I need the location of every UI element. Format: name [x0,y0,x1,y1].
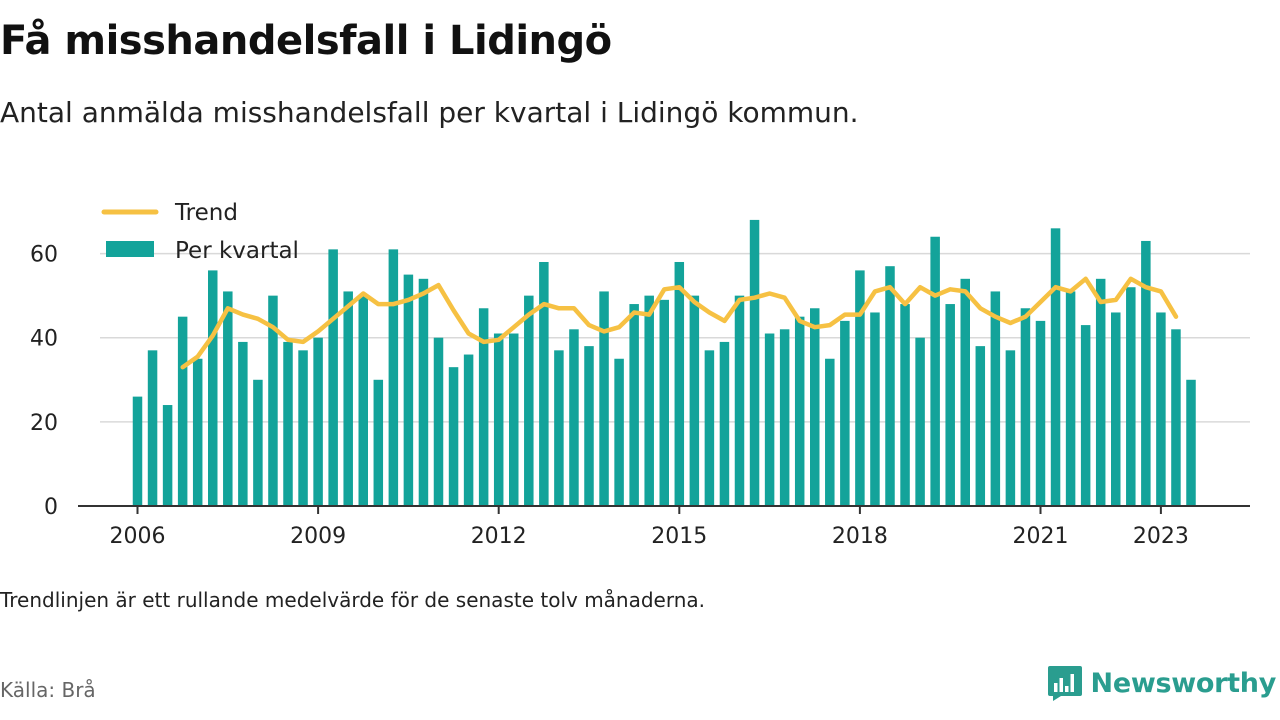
bar-series [132,219,1196,507]
bar [463,354,474,506]
bar [1126,287,1136,506]
bar [208,270,218,506]
bar [569,329,579,506]
source-label: Källa: Brå [0,678,96,702]
bar [539,261,549,506]
bar [719,341,730,506]
bar [674,261,685,506]
legend: Trend Per kvartal [101,200,299,264]
bar [855,270,865,506]
bar [644,295,654,506]
bar [1005,350,1016,506]
bar [599,291,609,506]
x-tick-label: 2023 [1133,524,1189,549]
bar [885,266,895,506]
bar [493,333,504,506]
bar [238,341,248,506]
bar [433,337,444,506]
bar [810,308,820,506]
bar [1080,325,1091,506]
bar [1095,278,1106,506]
x-tick-label: 2015 [651,524,707,549]
bar [915,337,925,506]
bar [298,350,308,506]
bar [930,236,940,506]
trend-series [180,276,1179,370]
bar [584,346,594,506]
bar [990,291,1001,506]
bar [659,299,669,506]
bar [900,304,910,506]
bar [524,295,534,506]
bar [945,304,955,506]
legend-trend-label: Trend [174,200,238,226]
brand-name: Newsworthy [1090,667,1277,699]
bar [1141,240,1151,506]
bar [764,333,775,506]
bar [1065,291,1076,506]
bar [749,219,760,506]
x-tick-label: 2021 [1013,524,1069,549]
y-tick-label: 40 [30,327,58,352]
bar [689,295,700,506]
legend-bar-swatch [106,241,154,257]
bar [177,316,188,506]
axes: 0 20 40 60 2006 2009 2012 2015 2018 2021 2023 [30,243,1250,549]
bar [1186,379,1196,506]
bar [554,350,564,506]
x-tick-label: 2009 [290,524,346,549]
bar [509,333,519,506]
bar [825,358,835,506]
bar [870,312,880,506]
bar [779,329,790,506]
bar [223,291,233,506]
bar [1111,312,1121,506]
chart-subtitle: Antal anmälda misshandelsfall per kvarta… [0,96,859,129]
y-tick-label: 0 [44,495,58,520]
bar [478,308,489,506]
footnote: Trendlinjen är ett rullande medelvärde f… [0,588,706,612]
bar [1020,308,1031,506]
bar [1171,329,1181,506]
x-tick-label: 2018 [832,524,888,549]
bar [268,295,278,506]
x-tick-label: 2006 [110,524,166,549]
bar [147,350,158,506]
bar [162,405,173,506]
bar [840,320,850,506]
bar [704,350,715,506]
bar [313,337,323,506]
bar [343,291,353,506]
bar [734,295,745,506]
bar [629,304,639,506]
bar [253,379,263,506]
bar [358,295,368,506]
bar [192,358,203,506]
newsworthy-logo-icon [1047,666,1082,701]
bar [403,274,414,506]
bar [614,358,624,506]
bar [1050,228,1061,507]
bar [960,278,970,506]
y-tick-label: 20 [30,411,58,436]
x-tick-label: 2012 [471,524,527,549]
legend-bar-label: Per kvartal [175,238,299,264]
bar [794,316,805,506]
bar [373,379,384,506]
chart-title: Få misshandelsfall i Lidingö [0,18,612,64]
chart: 0 20 40 60 2006 2009 2012 2015 2018 2021 2023 Tren… [30,200,1250,549]
trend-line [180,276,1179,370]
bar [418,278,429,506]
brand-logo: Newsworthy [1047,664,1276,702]
bar [132,396,143,506]
bar [448,367,459,506]
y-tick-label: 60 [30,243,58,268]
bar [283,341,293,506]
bar [388,249,399,506]
bar [1156,312,1166,506]
bar [975,346,986,506]
bar [1035,320,1046,506]
bar [328,249,338,506]
